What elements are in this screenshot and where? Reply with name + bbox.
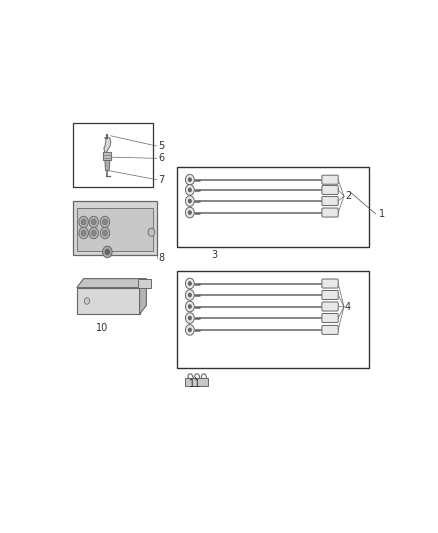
Circle shape [148,228,155,236]
Text: 7: 7 [158,175,165,185]
Circle shape [188,282,191,285]
Circle shape [188,188,191,191]
Circle shape [185,174,194,185]
Circle shape [89,227,99,239]
Circle shape [102,219,107,225]
Circle shape [92,219,96,225]
FancyBboxPatch shape [322,302,338,311]
Text: 6: 6 [158,154,164,163]
Bar [177,166,369,247]
Circle shape [79,227,88,239]
FancyBboxPatch shape [322,290,338,300]
Circle shape [188,328,191,332]
Circle shape [185,207,194,218]
Circle shape [185,290,194,301]
Circle shape [81,219,86,225]
Circle shape [185,184,194,195]
Circle shape [188,317,191,320]
Circle shape [185,301,194,312]
Circle shape [185,313,194,324]
Circle shape [84,298,90,304]
FancyBboxPatch shape [322,185,338,195]
Circle shape [188,211,191,214]
FancyBboxPatch shape [322,175,338,184]
Polygon shape [103,152,111,160]
Circle shape [185,325,194,335]
Text: 4: 4 [345,302,351,312]
Circle shape [102,230,107,236]
Circle shape [102,246,112,257]
Polygon shape [105,160,110,171]
Bar [77,288,140,314]
Bar [74,201,156,255]
Bar [77,207,153,251]
Text: 2: 2 [345,191,351,201]
Circle shape [105,249,110,254]
Circle shape [188,199,191,203]
Bar [74,124,153,187]
Circle shape [100,227,110,239]
Text: 10: 10 [96,322,108,333]
Bar [177,271,369,368]
FancyBboxPatch shape [322,197,338,206]
FancyBboxPatch shape [322,279,338,288]
Text: 5: 5 [158,141,165,151]
FancyBboxPatch shape [322,313,338,322]
Circle shape [188,293,191,297]
Polygon shape [104,138,111,152]
Polygon shape [77,279,146,288]
Text: 11: 11 [188,379,201,389]
Text: 3: 3 [211,251,217,260]
Polygon shape [140,279,146,314]
Circle shape [79,216,88,228]
Circle shape [188,305,191,308]
FancyBboxPatch shape [322,325,338,334]
Circle shape [92,230,96,236]
FancyBboxPatch shape [322,208,338,217]
Circle shape [100,216,110,228]
Text: 1: 1 [379,209,385,219]
Circle shape [185,278,194,289]
Circle shape [185,196,194,206]
Circle shape [81,230,86,236]
Circle shape [188,178,191,181]
Text: 8: 8 [158,253,164,263]
Bar [138,279,152,288]
Bar [185,378,208,386]
Circle shape [89,216,99,228]
